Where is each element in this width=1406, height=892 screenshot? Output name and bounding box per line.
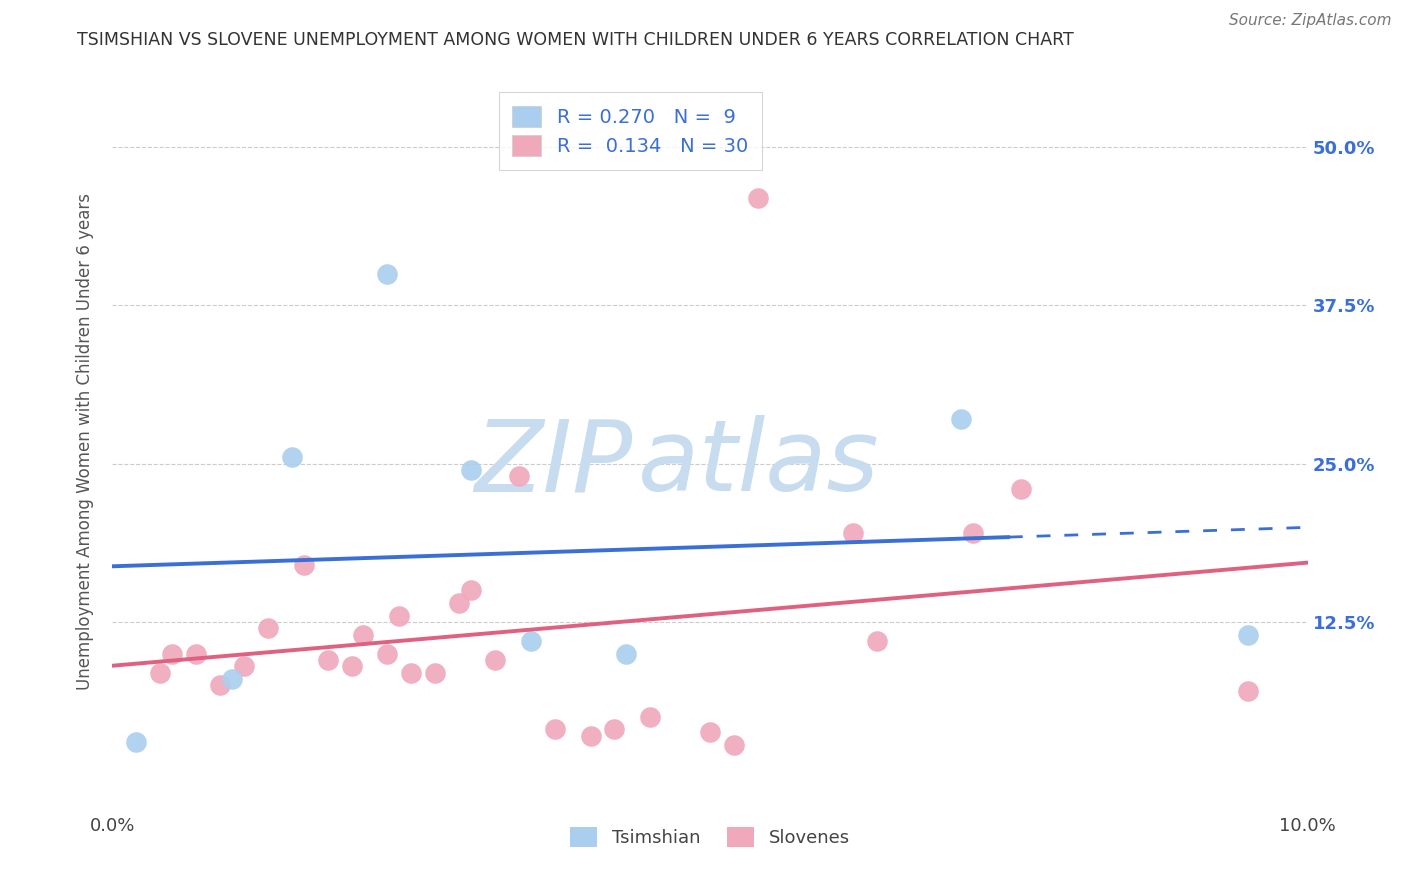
Point <box>460 583 482 598</box>
Point <box>186 647 208 661</box>
Point <box>401 665 423 680</box>
Point <box>842 526 865 541</box>
Point <box>221 672 243 686</box>
Point <box>233 659 256 673</box>
Point <box>484 653 506 667</box>
Text: ZIP: ZIP <box>474 416 633 512</box>
Point <box>353 627 375 641</box>
Point <box>209 678 232 692</box>
Point <box>1237 684 1260 698</box>
Point <box>377 267 399 281</box>
Point <box>425 665 447 680</box>
Point <box>460 463 482 477</box>
Point <box>640 710 662 724</box>
Point <box>340 659 363 673</box>
Point <box>125 735 148 749</box>
Point <box>316 653 339 667</box>
Y-axis label: Unemployment Among Women with Children Under 6 years: Unemployment Among Women with Children U… <box>76 193 94 690</box>
Point <box>162 647 183 661</box>
Point <box>1010 482 1032 496</box>
Point <box>723 738 745 752</box>
Point <box>292 558 315 572</box>
Point <box>257 621 280 635</box>
Point <box>377 647 399 661</box>
Point <box>149 665 172 680</box>
Point <box>962 526 984 541</box>
Point <box>388 608 411 623</box>
Point <box>616 647 638 661</box>
Point <box>1237 627 1260 641</box>
Point <box>747 191 769 205</box>
Text: Source: ZipAtlas.com: Source: ZipAtlas.com <box>1229 13 1392 29</box>
Point <box>543 723 565 737</box>
Point <box>508 469 530 483</box>
Point <box>449 596 471 610</box>
Point <box>603 723 626 737</box>
Point <box>950 412 973 426</box>
Point <box>699 725 721 739</box>
Legend: Tsimshian, Slovenes: Tsimshian, Slovenes <box>562 820 858 855</box>
Point <box>520 633 543 648</box>
Point <box>866 633 889 648</box>
Point <box>281 450 304 465</box>
Text: TSIMSHIAN VS SLOVENE UNEMPLOYMENT AMONG WOMEN WITH CHILDREN UNDER 6 YEARS CORREL: TSIMSHIAN VS SLOVENE UNEMPLOYMENT AMONG … <box>77 31 1074 49</box>
Text: atlas: atlas <box>638 416 880 512</box>
Point <box>579 729 602 743</box>
